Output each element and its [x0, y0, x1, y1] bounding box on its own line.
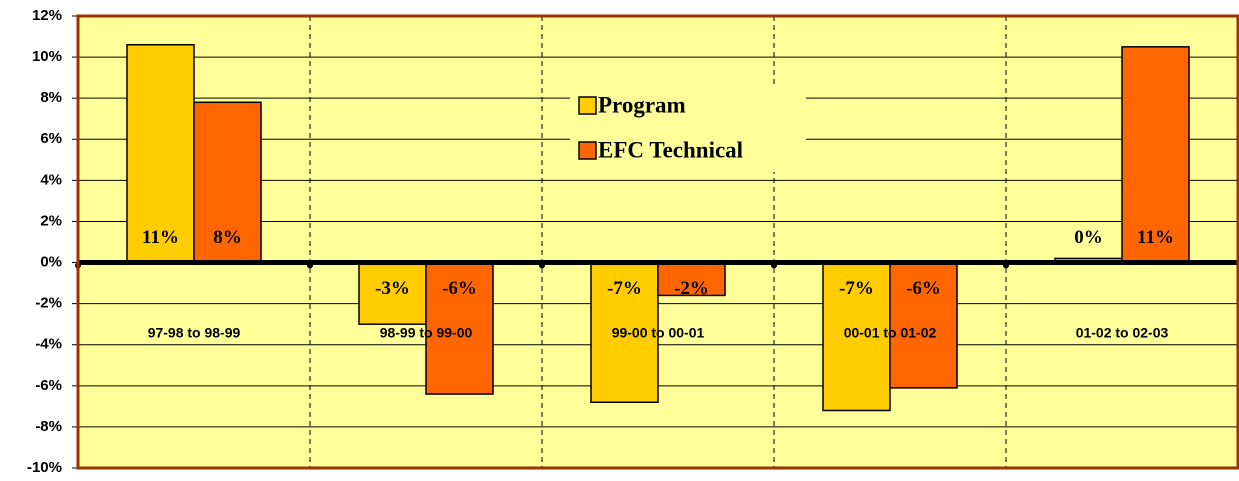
axis-dot: [771, 262, 777, 269]
legend-swatch: [578, 96, 597, 115]
value-label: -7%: [839, 278, 874, 299]
y-tick-label: 12%: [32, 7, 62, 24]
axis-dot: [539, 262, 545, 269]
value-label: 11%: [142, 227, 179, 248]
value-label: 11%: [1137, 227, 1174, 248]
y-tick-label: 6%: [40, 130, 62, 147]
x-tick-label: 01-02 to 02-03: [1076, 325, 1169, 341]
x-tick-label: 00-01 to 01-02: [844, 325, 937, 341]
x-tick-label: 99-00 to 00-01: [612, 325, 705, 341]
value-label: -3%: [375, 278, 410, 299]
bar: [889, 261, 958, 389]
bar: [126, 44, 195, 264]
value-label: -2%: [674, 278, 709, 299]
value-label: 0%: [1074, 227, 1103, 248]
y-tick-label: 2%: [40, 212, 62, 229]
y-tick-label: -8%: [35, 418, 62, 435]
value-label: -6%: [906, 278, 941, 299]
y-tick-label: -6%: [35, 377, 62, 394]
legend-label: EFC Technical: [598, 137, 743, 162]
value-label: -6%: [442, 278, 477, 299]
y-tick-label: 10%: [32, 48, 62, 65]
x-tick-label: 97-98 to 98-99: [148, 325, 241, 341]
value-label: 8%: [213, 227, 242, 248]
bar: [425, 261, 494, 395]
x-tick-label: 98-99 to 99-00: [380, 325, 473, 341]
plot-border: [76, 14, 1239, 470]
bar: [193, 101, 262, 264]
value-label: -7%: [607, 278, 642, 299]
y-tick-label: -2%: [35, 295, 62, 312]
legend-swatch: [578, 141, 597, 160]
y-tick-label: -10%: [27, 459, 62, 476]
y-tick-label: 0%: [40, 254, 62, 271]
bar: [822, 261, 891, 412]
y-tick-label: -4%: [35, 336, 62, 353]
bar: [590, 261, 659, 404]
y-tick-label: 4%: [40, 171, 62, 188]
axis-dot: [307, 262, 313, 269]
y-tick-label: 8%: [40, 89, 62, 106]
legend: [570, 88, 806, 172]
legend-label: Program: [598, 92, 686, 117]
axis-dot: [1003, 262, 1009, 269]
